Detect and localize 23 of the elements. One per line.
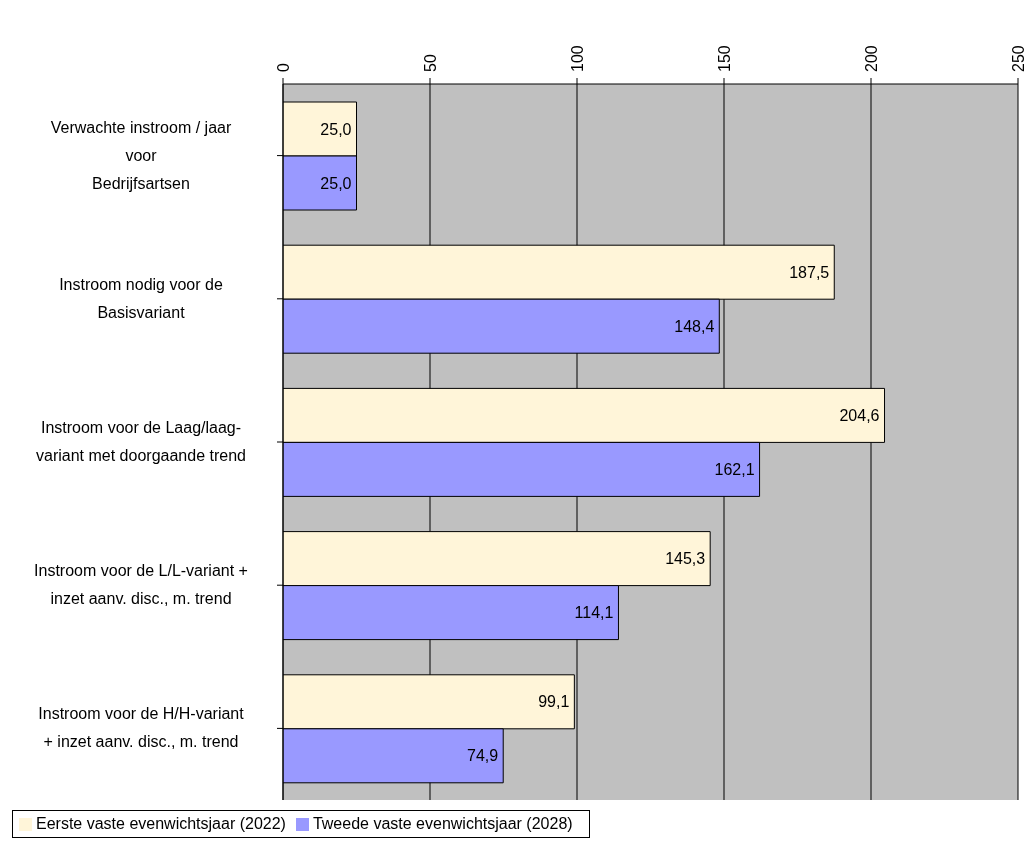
x-tick-label: 100 — [568, 45, 586, 72]
data-label: 25,0 — [320, 174, 352, 192]
data-label: 204,6 — [839, 407, 880, 425]
x-tick-label: 200 — [862, 45, 880, 72]
data-label: 74,9 — [467, 747, 499, 765]
x-tick-label: 150 — [715, 45, 733, 72]
data-label: 25,0 — [320, 120, 352, 138]
y-tick-label: Instroom voor de L/L-variant + inzet aanv. disc., m. trend — [34, 562, 248, 608]
y-tick-label: Instroom voor de Laag/laag- variant met doorgaande trend — [36, 419, 246, 464]
data-label: 148,4 — [674, 317, 715, 335]
y-tick-label: Instroom nodig voor de Basisvariant — [59, 275, 223, 321]
x-tick-label: 0 — [274, 63, 292, 72]
legend-label: Tweede vaste evenwichtsjaar (2028) — [312, 815, 573, 832]
x-tick-label: 50 — [421, 54, 439, 72]
x-tick-label: 250 — [1009, 45, 1027, 72]
y-tick-label: Instroom voor de H/H-variant + inzet aanv. disc., m. trend — [38, 705, 245, 751]
legend-label: Eerste vaste evenwichtsjaar (2022) — [36, 815, 286, 832]
data-label: 99,1 — [538, 693, 570, 711]
data-label: 145,3 — [665, 550, 706, 568]
y-tick-label: Verwachte instroom / jaar voor Bedrijfsartsen — [50, 118, 232, 192]
data-label: 162,1 — [714, 461, 755, 479]
data-label: 114,1 — [574, 604, 614, 622]
data-label: 187,5 — [789, 263, 830, 281]
